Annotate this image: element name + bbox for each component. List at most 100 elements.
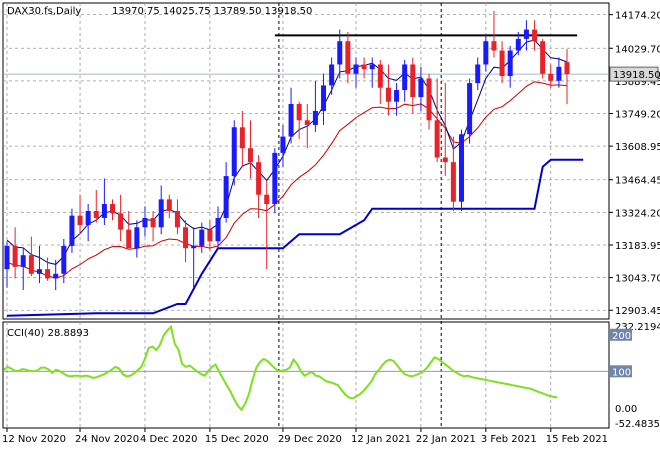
candle[interactable] <box>394 83 400 116</box>
candle-body <box>256 162 262 195</box>
candle[interactable] <box>515 31 521 56</box>
candle-body <box>215 217 221 242</box>
candle[interactable] <box>231 120 237 186</box>
candle-body <box>556 66 562 81</box>
candle[interactable] <box>12 227 18 279</box>
candle[interactable] <box>223 162 229 223</box>
candle-body <box>280 136 286 153</box>
candle[interactable] <box>329 57 335 95</box>
candle[interactable] <box>239 110 245 167</box>
candle[interactable] <box>353 57 359 88</box>
candle[interactable] <box>426 73 432 130</box>
candle-body <box>20 255 26 267</box>
candle[interactable] <box>166 194 172 218</box>
candle-body <box>69 215 75 246</box>
candle[interactable] <box>499 41 505 84</box>
date-tick-label: 15 Feb 2021 <box>546 434 608 445</box>
candle-body <box>53 273 59 279</box>
candle-body <box>142 217 148 228</box>
candle[interactable] <box>523 20 529 51</box>
candle[interactable] <box>207 220 213 251</box>
candle[interactable] <box>532 20 538 51</box>
support-line <box>6 158 584 317</box>
candle[interactable] <box>288 87 294 144</box>
candle-body <box>467 83 473 135</box>
candle[interactable] <box>118 194 124 242</box>
candle[interactable] <box>53 259 59 291</box>
candle-body <box>385 87 391 102</box>
candle[interactable] <box>4 241 10 288</box>
candle[interactable] <box>101 178 107 225</box>
candlestick-series[interactable] <box>4 10 570 291</box>
candle[interactable] <box>377 59 383 105</box>
candle[interactable] <box>442 83 448 177</box>
candle[interactable] <box>183 220 189 263</box>
candle[interactable] <box>110 199 116 221</box>
candle[interactable] <box>142 206 148 237</box>
candle[interactable] <box>369 57 375 88</box>
candle[interactable] <box>215 206 221 249</box>
candle[interactable] <box>312 80 318 132</box>
candle[interactable] <box>134 220 140 258</box>
candle[interactable] <box>247 120 253 179</box>
candle[interactable] <box>548 64 554 88</box>
candle[interactable] <box>345 31 351 84</box>
candle[interactable] <box>337 29 343 79</box>
cci-line <box>3 324 558 412</box>
candle-body <box>288 104 294 137</box>
candle[interactable] <box>174 199 180 235</box>
candle-body <box>183 227 189 249</box>
candle[interactable] <box>540 38 546 79</box>
candle[interactable] <box>434 78 440 163</box>
candle[interactable] <box>321 73 327 125</box>
candle[interactable] <box>150 211 156 242</box>
candle[interactable] <box>450 136 456 212</box>
candle[interactable] <box>418 66 424 111</box>
candle-body <box>264 194 270 205</box>
candle[interactable] <box>475 57 481 91</box>
candle[interactable] <box>483 34 489 72</box>
candle[interactable] <box>45 257 51 281</box>
candle-body <box>93 211 99 218</box>
candle[interactable] <box>507 45 513 88</box>
candle-body <box>126 229 132 249</box>
candle[interactable] <box>85 204 91 242</box>
cci-level-tag <box>610 328 632 341</box>
candle[interactable] <box>69 208 75 253</box>
candle[interactable] <box>93 190 99 223</box>
ema-fast-line <box>6 39 568 265</box>
candle[interactable] <box>467 78 473 144</box>
candle[interactable] <box>296 101 302 139</box>
candle[interactable] <box>36 245 42 284</box>
candle[interactable] <box>304 104 310 149</box>
candle-body <box>174 211 180 228</box>
candle[interactable] <box>402 59 408 102</box>
candle-body <box>150 217 156 228</box>
cci-label: CCI(40) 28.8893 <box>7 328 89 339</box>
candle[interactable] <box>264 180 270 270</box>
candle[interactable] <box>410 57 416 114</box>
candle[interactable] <box>199 222 205 253</box>
candle[interactable] <box>272 148 278 214</box>
candle[interactable] <box>458 129 464 212</box>
candle-body <box>540 41 546 74</box>
candle[interactable] <box>556 57 562 88</box>
candle[interactable] <box>77 194 83 235</box>
candle[interactable] <box>385 64 391 116</box>
candle[interactable] <box>191 227 197 288</box>
candle-body <box>483 41 489 65</box>
candle[interactable] <box>280 124 286 167</box>
candle[interactable] <box>256 155 262 218</box>
candle[interactable] <box>28 236 34 277</box>
date-tick-label: 3 Feb 2021 <box>481 434 537 445</box>
candle[interactable] <box>564 49 570 105</box>
candle[interactable] <box>158 185 164 235</box>
candle[interactable] <box>61 238 67 284</box>
candle[interactable] <box>361 57 367 79</box>
candle-body <box>564 62 570 75</box>
candle[interactable] <box>20 248 26 291</box>
candle[interactable] <box>491 10 497 58</box>
candle[interactable] <box>126 211 132 249</box>
